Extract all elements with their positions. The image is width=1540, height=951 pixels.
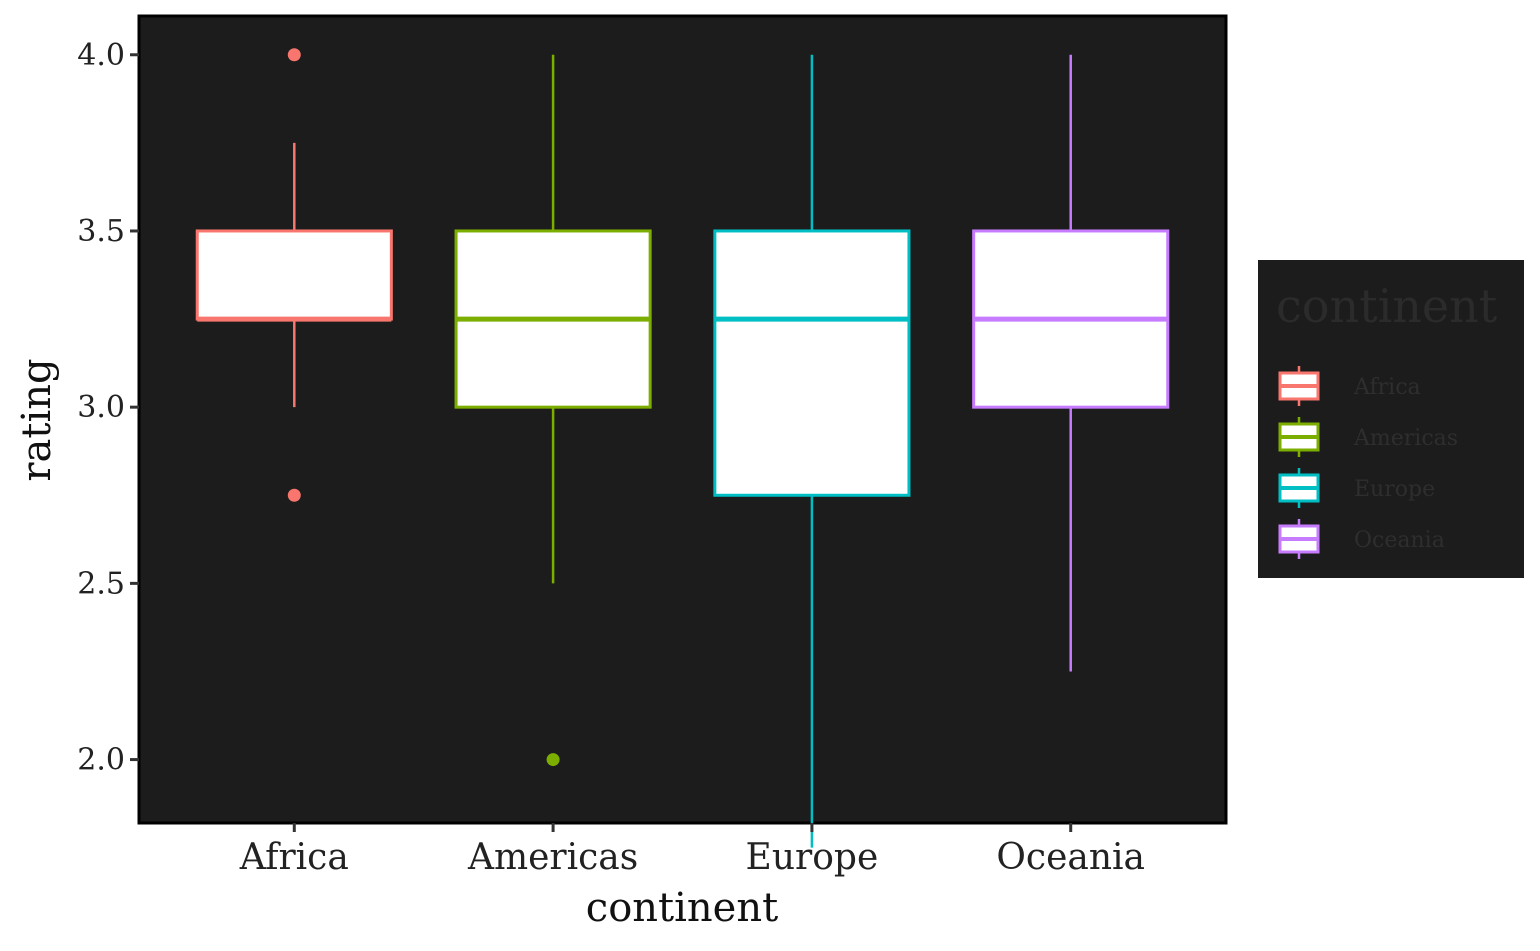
- outlier-point: [287, 488, 301, 502]
- box-body: [195, 229, 393, 321]
- legend-entry-europe: Europe: [1278, 468, 1435, 508]
- x-tick-label: Oceania: [996, 837, 1145, 878]
- plot-marks: [195, 48, 1170, 848]
- box-oceania: [972, 54, 1170, 672]
- y-tick-label: 2.5: [77, 566, 125, 601]
- legend-label: Europe: [1354, 477, 1435, 502]
- legend-entry-africa: Africa: [1278, 366, 1421, 406]
- y-tick-label: 4.0: [77, 38, 125, 73]
- y-tick-label: 3.5: [77, 214, 125, 249]
- panel-background: [137, 14, 1228, 825]
- y-tick-label: 2.0: [77, 743, 125, 778]
- legend-entry-americas: Americas: [1278, 417, 1458, 457]
- legend-entry-oceania: Oceania: [1278, 519, 1445, 559]
- legend: continent Africa Americas Europe Oceania: [1258, 260, 1524, 578]
- x-axis: Africa Americas Europe Oceania: [239, 823, 1145, 878]
- x-tick-label: Africa: [239, 837, 349, 878]
- x-tick-label: Europe: [746, 837, 879, 878]
- x-axis-title: continent: [586, 885, 778, 931]
- legend-label: Africa: [1353, 375, 1421, 400]
- y-axis: 2.0 2.5 3.0 3.5 4.0: [77, 38, 139, 778]
- outlier-point: [287, 48, 301, 62]
- box-body: [713, 229, 911, 497]
- legend-label: Americas: [1353, 426, 1458, 451]
- box-europe: [713, 54, 911, 848]
- x-tick-label: Americas: [467, 837, 638, 878]
- outlier-point: [546, 753, 560, 767]
- box-africa: [195, 48, 393, 502]
- legend-title: continent: [1276, 279, 1498, 333]
- legend-label: Oceania: [1354, 528, 1445, 553]
- box-americas: [454, 54, 652, 767]
- y-tick-label: 3.0: [77, 390, 125, 425]
- y-axis-title: rating: [14, 358, 60, 481]
